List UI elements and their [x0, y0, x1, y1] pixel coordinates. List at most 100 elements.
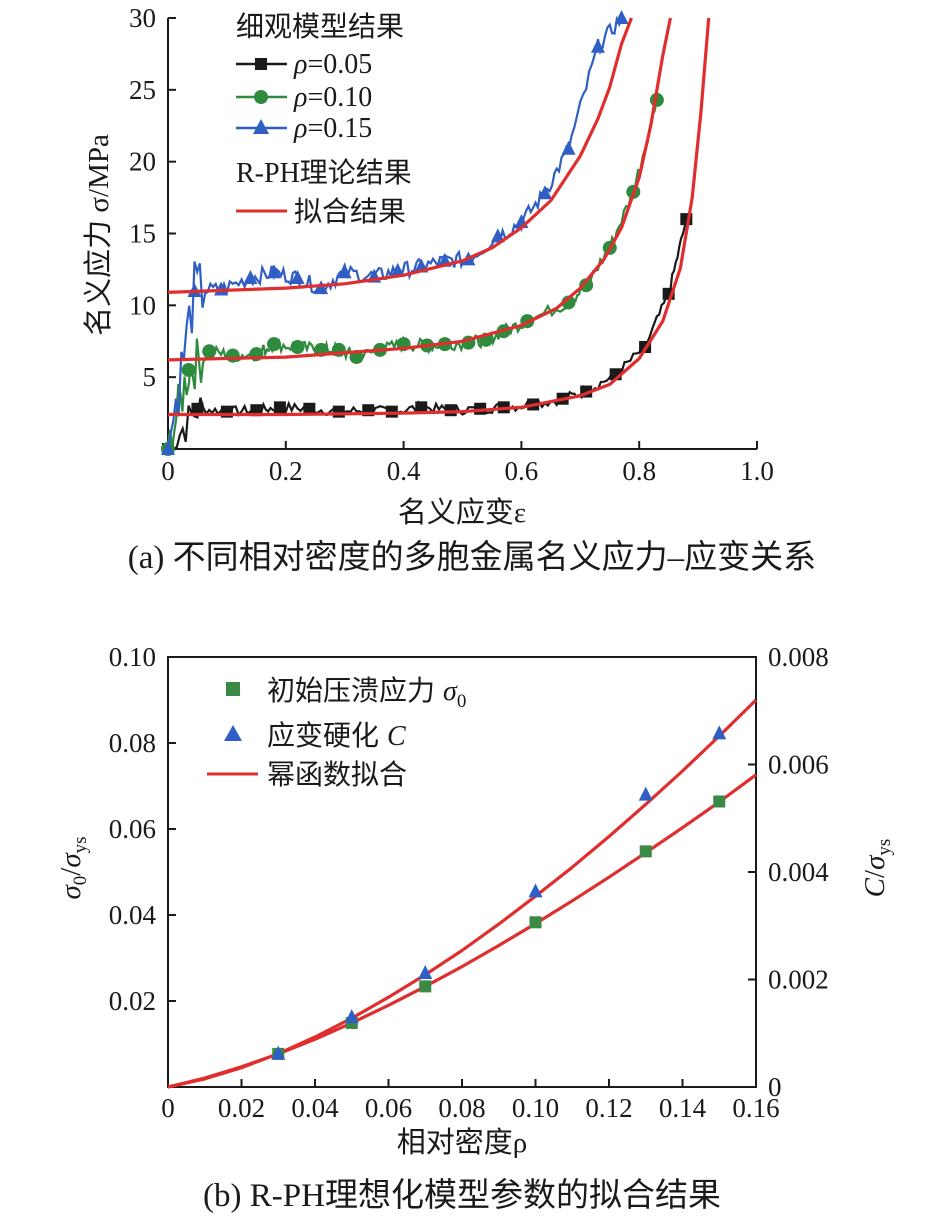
panel-a-marker-2: [561, 140, 576, 155]
panel-a-marker-2: [161, 441, 175, 455]
legend-a-marker-rho015: [253, 119, 269, 134]
panel-a-x-tick-label: 0.4: [387, 456, 421, 486]
panel-b-x-label: 相对密度ρ: [397, 1126, 527, 1159]
panel-b-y-tick-label-right: 0.002: [768, 965, 829, 995]
panel-b-y-tick-label-left: 0.06: [109, 814, 156, 844]
legend-b-marker-sigma0: [226, 682, 240, 696]
panel-a-marker-2: [490, 228, 505, 243]
panel-a-marker-2: [614, 10, 629, 24]
panel-b-fit-curve-1: [167, 698, 758, 1089]
panel-a-marker-1: [202, 344, 217, 359]
panel-a-y-tick-label: 10: [129, 290, 156, 320]
panel-b-marker-c: [528, 883, 543, 898]
panel-a-marker-0: [332, 405, 345, 418]
panel-b-y-tick-label-right: 0: [768, 1072, 782, 1102]
panel-a-marker-0: [415, 401, 428, 414]
legend-b-label-sigma0: 初始压溃应力 σ0: [267, 675, 466, 712]
panel-b-x-tick-label: 0: [161, 1093, 175, 1123]
legend-b-label-fit: 幂函数拟合: [267, 759, 407, 791]
panel-a-y-tick-label: 30: [129, 3, 156, 33]
panel-a-x-tick-label: 0.2: [269, 456, 303, 486]
panel-b-x-tick-label: 0.04: [291, 1093, 339, 1123]
legend-a-value-rho005: =0.05: [307, 49, 372, 80]
panel-b-marker-c: [418, 965, 433, 980]
panel-a-x-tick-label: 0.6: [505, 456, 539, 486]
legend-a-value-rho010: =0.10: [307, 82, 372, 113]
legend-a-label-rho010: ρ=0.10: [293, 82, 372, 113]
panel-a-x-tick-label: 0: [161, 456, 175, 486]
panel-a-marker-0: [303, 402, 316, 415]
legend-a-value-rho015: =0.15: [307, 113, 372, 144]
panel-b-y-label-right: C/σys: [859, 839, 895, 898]
panel-a-marker-0: [191, 402, 204, 415]
panel-b-y-tick-label-left: 0.10: [109, 642, 156, 672]
panel-b-y-tick-label-left: 0.04: [109, 900, 157, 930]
panel-a-marker-0: [273, 401, 286, 414]
panel-b-x-tick-label: 0.16: [732, 1093, 779, 1123]
panel-b-marker-sigma0: [639, 845, 652, 858]
legend-b-label-c: 应变硬化 C: [267, 720, 406, 752]
panel-a-marker-2: [267, 264, 282, 279]
panel-a-y-tick-label: 5: [143, 362, 157, 392]
panel-a-marker-2: [390, 262, 405, 277]
panel-a-marker-2: [537, 185, 552, 200]
panel-b-legend: 初始压溃应力 σ0 应变硬化 C 幂函数拟合: [207, 675, 466, 791]
panel-b-y-tick-label-right: 0.008: [768, 642, 829, 672]
panel-a-axes: [167, 18, 757, 450]
panel-a-y-tick-label: 15: [129, 219, 156, 249]
panel-a-marker-1: [225, 348, 240, 363]
panel-a-marker-1: [579, 278, 594, 293]
legend-a-symbol-rho005: ρ: [293, 49, 307, 80]
legend-a-group1-title: 细观模型结果: [236, 11, 404, 43]
panel-a-legend: 细观模型结果 ρ=0.05 ρ=0.10 ρ=0.15 R-PH理论结果 拟合结…: [236, 11, 412, 228]
panel-b-marker-c: [344, 1009, 359, 1024]
panel-a-marker-1: [181, 362, 196, 377]
panel-a-marker-2: [243, 270, 258, 285]
panel-b-y-tick-label-left: 0.02: [109, 986, 156, 1016]
panel-a-marker-1: [267, 337, 282, 352]
panel-b-x-tick-label: 0.10: [512, 1093, 559, 1123]
panel-b-marker-sigma0: [419, 980, 432, 993]
panel-b-y-label-left: σ0/σys: [55, 836, 91, 899]
panel-b: 0 0.02 0.04 0.06 0.08 0.10 0.12 0.14 0.16 0.02 0.0…: [55, 642, 895, 1214]
panel-b-marker-sigma0: [713, 795, 726, 808]
panel-a-x-tick-label: 1.0: [740, 456, 774, 486]
legend-a-marker-rho010: [254, 90, 268, 104]
legend-b-text-sigma0: 初始压溃应力: [267, 675, 435, 707]
legend-b-text-c: 应变硬化: [267, 720, 379, 752]
panel-a-y-tick-label: 20: [129, 147, 156, 177]
panel-a-marker-2: [337, 264, 352, 279]
panel-b-plot-frame: [167, 656, 757, 1088]
panel-b-x-tick-label: 0.12: [585, 1093, 632, 1123]
legend-a-marker-rho005: [255, 58, 267, 70]
panel-a-trace-2: [166, 15, 623, 450]
panel-a-y-label: 名义应力 σ/MPa: [82, 134, 115, 336]
legend-b-marker-c: [224, 725, 242, 741]
panel-b-ticks: 0 0.02 0.04 0.06 0.08 0.10 0.12 0.14 0.16 0.02 0.0…: [109, 642, 830, 1123]
panel-b-fit-curves: [167, 698, 758, 1089]
panel-b-caption: (b) R-PH理想化模型参数的拟合结果: [203, 1177, 721, 1214]
panel-b-series: [271, 725, 727, 1060]
legend-b-symbol-c: C: [387, 721, 406, 752]
panel-b-x-tick-label: 0.14: [659, 1093, 707, 1123]
legend-a-label-fit: 拟合结果: [294, 196, 406, 228]
panel-b-y-tick-label-left: 0.08: [109, 728, 156, 758]
panel-b-marker-c: [271, 1045, 286, 1060]
panel-a-x-tick-label: 0.8: [622, 456, 656, 486]
panel-b-x-tick-label: 0.02: [218, 1093, 265, 1123]
panel-b-y-tick-label-right: 0.006: [768, 750, 829, 780]
panel-a-caption: (a) 不同相对密度的多胞金属名义应力–应变关系: [128, 539, 816, 576]
panel-b-marker-c: [712, 725, 727, 740]
legend-a-label-rho005: ρ=0.05: [293, 49, 372, 80]
panel-a-x-label: 名义应变ε: [398, 496, 526, 529]
legend-b-symbol-sigma0: σ: [443, 676, 458, 707]
panel-a-ticks: 0 0.2 0.4 0.6 0.8 1.0 5 10 15 20 25 30: [129, 3, 774, 486]
panel-b-marker-c: [638, 786, 653, 801]
legend-b-sub-sigma0: 0: [457, 691, 467, 712]
panel-a-fit-curve-2: [167, 17, 633, 294]
panel-b-fit-curve-0: [167, 773, 757, 1089]
panel-b-marker-sigma0: [529, 916, 542, 929]
panel-a-fit-curve-1: [167, 17, 672, 362]
